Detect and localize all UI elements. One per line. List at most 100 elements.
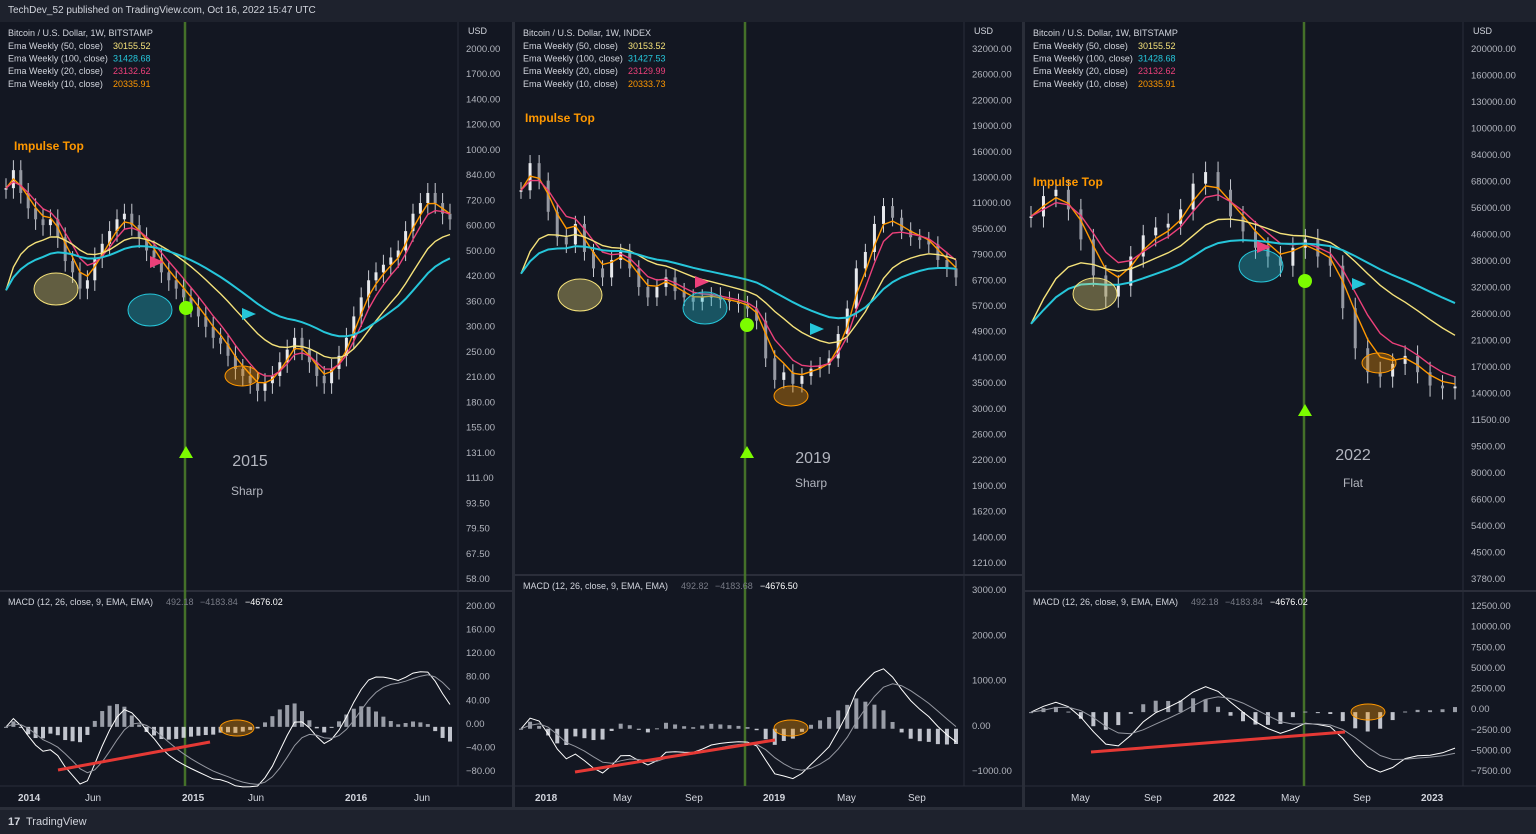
candle-body [863, 251, 867, 269]
ema100-line [5, 245, 451, 338]
macd-histogram-bar [211, 726, 216, 735]
macd-histogram-bar [1029, 712, 1033, 714]
price-tick-label: 56000.00 [1471, 203, 1511, 214]
macd-histogram-bar [645, 728, 650, 733]
signal-line [5, 674, 451, 785]
price-tick-label: 160000.00 [1471, 71, 1516, 82]
price-tick-label: 79.50 [466, 524, 490, 535]
candle-body [85, 280, 89, 289]
legend-label: Ema Weekly (10, close) [8, 79, 103, 89]
macd-tick-label: 0.00 [972, 721, 991, 732]
macd-histogram-bar [1303, 711, 1308, 713]
impulse-top-label: Impulse Top [525, 111, 595, 125]
candle-body [100, 243, 104, 258]
macd-histogram-bar [654, 728, 659, 730]
macd-histogram-bar [1091, 712, 1096, 727]
tradingview-logo-icon[interactable]: 17 [8, 816, 21, 828]
chart-panel-2019: USD 32000.00 26000.00 22000.00 19000.00 16000… [515, 22, 1022, 807]
price-tick-label: 210.00 [466, 372, 495, 383]
chart-background [0, 22, 512, 807]
price-tick-label: 1210.00 [972, 558, 1006, 569]
price-tick-label: 58.00 [466, 574, 490, 585]
price-tick-label: 420.00 [466, 271, 495, 282]
macd-tick-label: −40.00 [466, 742, 495, 753]
candle-body [330, 368, 334, 384]
currency-label: USD [974, 26, 994, 36]
macd-line [5, 671, 451, 788]
legend-label: Ema Weekly (20, close) [8, 66, 103, 76]
legend-label: Ema Weekly (50, close) [8, 41, 103, 51]
legend-value: 23129.99 [628, 66, 666, 76]
candle-body [418, 203, 422, 214]
price-tick-label: 9500.00 [1471, 442, 1505, 453]
macd-histogram-bar [129, 715, 134, 727]
candle-body [546, 180, 550, 212]
candle-body [411, 213, 415, 232]
macd-histogram-bar [344, 714, 349, 727]
candle-body [691, 297, 695, 302]
macd-histogram-bar [627, 725, 632, 729]
macd-histogram-bar [1453, 707, 1457, 713]
macd-tick-label: 0.00 [1471, 704, 1490, 715]
macd-histogram-bar [122, 706, 127, 727]
ema100-line [520, 245, 957, 320]
time-tick-label: Sep [685, 793, 703, 804]
macd-tick-label: 200.00 [466, 601, 495, 612]
macd-histogram-bar [270, 716, 275, 727]
candle-body [1066, 189, 1070, 210]
macd-histogram-bar [329, 726, 334, 728]
time-tick-label: 2018 [535, 793, 558, 804]
time-tick-label: 2014 [18, 793, 41, 804]
blue-highlight-oval [682, 291, 728, 325]
candle-body [1179, 209, 1183, 224]
macd-histogram-bar [582, 728, 587, 739]
candle-body [241, 368, 245, 376]
ema20-line [5, 181, 451, 377]
year-label: 2022 [1335, 447, 1371, 464]
legend-label: Ema Weekly (100, close) [1033, 54, 1133, 64]
macd-histogram-bar [166, 726, 171, 740]
macd-histogram-bar [1203, 699, 1208, 713]
macd-histogram-bar [374, 711, 378, 727]
macd-histogram-bar [718, 724, 723, 729]
macd-histogram-bar [351, 708, 356, 727]
candle-body [48, 219, 52, 226]
macd-histogram-bar [1253, 712, 1258, 725]
legend-value: 31428.68 [1138, 54, 1176, 64]
legend-label: Ema Weekly (20, close) [523, 66, 618, 76]
macd-histogram-bar [1428, 710, 1433, 713]
candle-body [854, 268, 858, 309]
year-label: 2019 [795, 450, 831, 467]
macd-histogram-bar [754, 728, 759, 731]
macd-histogram-bar [1078, 712, 1083, 719]
orange-highlight-oval [224, 365, 260, 387]
candle-body [791, 372, 795, 384]
chart-panel-2015: USD 2000.00 1700.00 1400.00 1200.00 1000.00 84… [0, 22, 512, 807]
macd-histogram-bar [854, 698, 859, 729]
yellow-highlight-oval [557, 278, 603, 312]
legend-label: Ema Weekly (50, close) [523, 41, 618, 51]
candle-body [1278, 256, 1282, 266]
chart-svg: USD 32000.00 26000.00 22000.00 19000.00 16000… [515, 22, 1022, 807]
macd-histogram-bar [944, 728, 949, 745]
candle-body [300, 337, 304, 350]
macd-histogram-bar [366, 706, 371, 727]
candle-body [122, 213, 126, 220]
macd-histogram-bar [433, 726, 438, 732]
style-label: Sharp [795, 476, 827, 490]
macd-histogram-bar [809, 724, 813, 729]
style-label: Flat [1343, 476, 1364, 490]
macd-histogram-bar [174, 726, 179, 739]
time-tick-label: 2015 [182, 793, 205, 804]
macd-histogram-bar [4, 726, 8, 728]
macd-histogram-bar [600, 728, 605, 740]
macd-histogram-bar [790, 728, 795, 739]
price-tick-label: 4900.00 [972, 327, 1006, 338]
macd-histogram-bar [700, 725, 705, 729]
candle-body [404, 231, 408, 251]
price-tick-label: 2000.00 [466, 44, 500, 55]
macd-tick-label: 12500.00 [1471, 601, 1511, 612]
candle-body [682, 291, 686, 298]
price-tick-label: 22000.00 [972, 95, 1012, 106]
macd-histogram-bar [292, 703, 297, 727]
